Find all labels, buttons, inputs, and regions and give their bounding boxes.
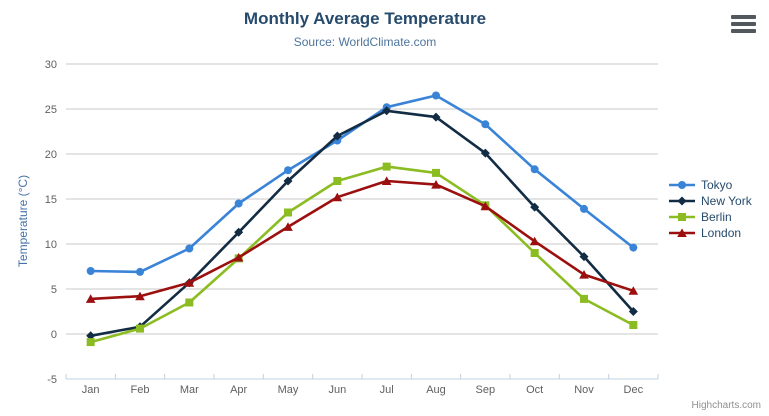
hamburger-icon [731,29,756,33]
y-axis-label: -5 [47,374,57,386]
series-line-berlin[interactable] [89,165,635,344]
y-axis-label: 10 [45,239,57,251]
series-marker-london[interactable] [628,286,639,295]
series-marker-new-york[interactable] [431,112,441,122]
chart-title: Monthly Average Temperature [243,9,487,28]
y-axis-label: 20 [45,149,57,161]
y-axis-label: 5 [51,284,57,296]
x-axis-label: Aug [426,384,446,396]
y-axis-title: Temperature (°C) [16,175,30,267]
x-axis-label: May [278,384,299,396]
series-marker-london[interactable] [233,252,244,262]
legend-item-tokyo[interactable]: Tokyo [668,177,752,193]
x-axis-label: Oct [526,384,543,396]
series-line-london[interactable] [89,179,635,301]
series-marker-berlin[interactable] [382,162,391,171]
y-axis-label: 0 [51,329,57,341]
x-axis-label: Apr [230,384,247,396]
triangle-marker-icon [669,228,695,237]
series-marker-berlin[interactable] [86,338,95,347]
x-axis-label: Mar [180,384,199,396]
hamburger-icon [731,15,756,19]
legend-label: Berlin [701,210,732,224]
series-marker-tokyo[interactable] [185,244,194,253]
series-marker-new-york[interactable] [86,331,96,341]
y-axis-label: 25 [45,104,57,116]
series-marker-tokyo[interactable] [481,120,490,129]
chart-subtitle: Source: WorldClimate.com [293,35,437,49]
series-line-new-york[interactable] [89,109,635,338]
legend: Tokyo New York Berlin London [668,177,752,241]
x-axis-label: Jul [380,384,394,396]
series-marker-london[interactable] [184,278,195,287]
series-marker-london[interactable] [135,291,145,301]
hamburger-icon [731,22,756,26]
legend-item-new-york[interactable]: New York [668,193,752,209]
series-marker-berlin[interactable] [580,294,588,303]
series-marker-london[interactable] [529,236,540,246]
series-marker-new-york[interactable] [579,252,589,262]
series-marker-london[interactable] [480,201,491,211]
legend-label: Tokyo [701,178,733,192]
series-marker-tokyo[interactable] [432,91,440,100]
x-axis-label: Dec [624,384,644,396]
series-marker-berlin[interactable] [432,168,440,177]
series-marker-berlin[interactable] [136,324,144,333]
series-marker-tokyo[interactable] [284,166,292,175]
highcharts-credit-link[interactable]: Highcharts.com [691,400,761,411]
legend-item-berlin[interactable]: Berlin [668,209,752,225]
x-axis-label: Jun [328,384,346,396]
series-marker-new-york[interactable] [234,227,244,237]
series-marker-london[interactable] [283,222,293,231]
series-marker-berlin[interactable] [333,177,342,185]
legend-marker-shape [678,213,686,221]
series-marker-berlin[interactable] [629,321,638,329]
x-axis-label: Feb [131,384,150,396]
series-marker-new-york[interactable] [628,307,638,316]
series-marker-london[interactable] [431,180,441,189]
series-marker-tokyo[interactable] [580,204,588,213]
series-marker-berlin[interactable] [530,249,539,257]
series-marker-tokyo[interactable] [234,199,243,208]
diamond-marker-icon [669,196,695,206]
series-marker-tokyo[interactable] [136,267,144,276]
y-axis-label: 15 [45,194,57,206]
legend-marker-shape [677,228,687,237]
legend-label: New York [701,194,752,208]
series-marker-tokyo[interactable] [86,267,95,275]
x-axis-label: Sep [476,384,496,396]
series-marker-new-york[interactable] [480,148,490,158]
series-marker-tokyo[interactable] [629,243,638,252]
y-axis-label: 30 [45,59,57,71]
series-marker-london[interactable] [381,176,392,185]
square-marker-icon [669,213,695,221]
legend-item-london[interactable]: London [668,225,752,241]
series-marker-berlin[interactable] [185,298,194,307]
series-marker-london[interactable] [579,270,589,279]
legend-marker-shape [677,196,687,206]
legend-label: London [701,226,742,240]
x-axis-label: Nov [574,384,594,396]
series-marker-tokyo[interactable] [530,165,539,174]
series-marker-new-york[interactable] [283,176,293,186]
series-marker-new-york[interactable] [382,106,392,116]
series-marker-london[interactable] [332,192,343,202]
series-marker-london[interactable] [85,294,96,303]
series-marker-new-york[interactable] [530,202,540,212]
legend-marker-shape [678,181,686,189]
series-marker-new-york[interactable] [332,131,342,141]
circle-marker-icon [669,181,695,189]
export-menu-button[interactable] [731,15,756,33]
x-axis-label: Jan [82,384,100,396]
series-marker-berlin[interactable] [284,208,292,217]
